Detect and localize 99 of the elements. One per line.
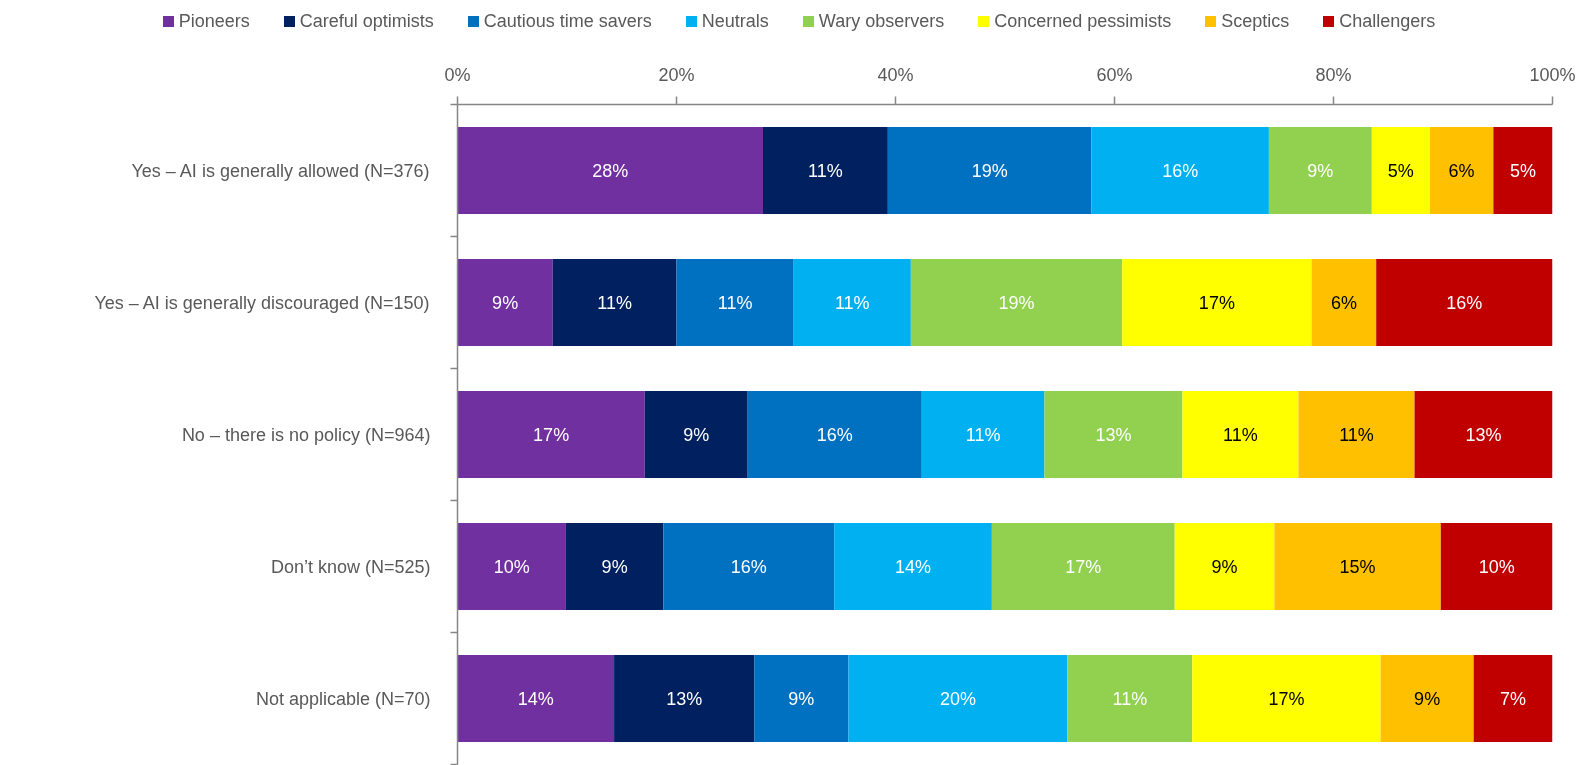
data-label: 16% xyxy=(816,424,853,445)
x-tick-label: 20% xyxy=(658,64,695,85)
legend-label: Wary observers xyxy=(818,10,945,34)
data-label: 6% xyxy=(1448,160,1475,181)
bar xyxy=(1192,654,1381,743)
x-tick-label: 100% xyxy=(1529,64,1576,85)
data-label: 11% xyxy=(834,292,870,313)
legend-label: Sceptics xyxy=(1221,10,1290,34)
y-tick-label: Yes – AI is generally allowed (N=376) xyxy=(131,160,430,181)
data-label: 9% xyxy=(492,292,519,313)
data-label: 20% xyxy=(939,688,976,709)
data-label: 13% xyxy=(1095,424,1132,445)
data-label: 11% xyxy=(1339,424,1374,445)
x-tick-label: 80% xyxy=(1315,64,1352,85)
data-label: 5% xyxy=(1509,160,1536,181)
bar xyxy=(991,522,1175,611)
data-label: 6% xyxy=(1330,292,1357,313)
y-tick-label: Yes – AI is generally discouraged (N=150) xyxy=(94,292,430,313)
bar xyxy=(1067,654,1193,743)
bar xyxy=(1122,258,1312,347)
bar xyxy=(676,258,794,347)
bar xyxy=(1473,654,1553,743)
bar xyxy=(1044,390,1183,479)
data-label: 11% xyxy=(965,424,1001,445)
legend-label: Pioneers xyxy=(178,10,250,34)
data-label: 19% xyxy=(998,292,1035,313)
bar xyxy=(793,258,911,347)
x-tick-label: 40% xyxy=(877,64,914,85)
bar xyxy=(1182,390,1299,479)
data-label: 13% xyxy=(666,688,703,709)
data-label: 11% xyxy=(1223,424,1258,445)
data-label: 9% xyxy=(1211,556,1238,577)
data-label: 10% xyxy=(493,556,530,577)
bar xyxy=(1376,258,1553,347)
bar xyxy=(457,390,645,479)
data-label: 14% xyxy=(517,688,554,709)
bar xyxy=(457,522,566,611)
data-label: 17% xyxy=(1268,688,1305,709)
data-label: 15% xyxy=(1339,556,1376,577)
bar xyxy=(1311,258,1377,347)
data-label: 9% xyxy=(788,688,815,709)
data-label: 16% xyxy=(1162,160,1199,181)
legend-label: Challengers xyxy=(1339,10,1436,34)
bar xyxy=(1414,390,1553,479)
x-tick-label: 0% xyxy=(444,64,471,85)
data-label: 11% xyxy=(717,292,753,313)
bar xyxy=(552,258,677,347)
data-label: 17% xyxy=(1065,556,1102,577)
bar xyxy=(1440,522,1553,611)
bar xyxy=(663,522,835,611)
data-label: 17% xyxy=(533,424,570,445)
data-label: 10% xyxy=(1478,556,1515,577)
data-label: 28% xyxy=(592,160,629,181)
bar xyxy=(763,126,888,215)
y-tick-label: Don’t know (N=525) xyxy=(270,556,431,577)
data-label: 11% xyxy=(597,292,632,313)
x-tick-label: 60% xyxy=(1096,64,1133,85)
bar xyxy=(1380,654,1474,743)
bar xyxy=(614,654,755,743)
legend-label: Neutrals xyxy=(701,10,769,34)
data-label: 14% xyxy=(895,556,932,577)
data-label: 9% xyxy=(1414,688,1441,709)
legend-label: Careful optimists xyxy=(299,10,434,34)
y-tick-label: No – there is no policy (N=964) xyxy=(181,424,431,445)
bar xyxy=(848,654,1068,743)
bar xyxy=(910,258,1123,347)
data-label: 11% xyxy=(808,160,843,181)
data-label: 11% xyxy=(1112,688,1148,709)
bar xyxy=(887,126,1092,215)
data-label: 9% xyxy=(1307,160,1334,181)
data-label: 16% xyxy=(1446,292,1483,313)
data-label: 7% xyxy=(1500,688,1527,709)
bar xyxy=(1268,126,1372,215)
data-label: 16% xyxy=(730,556,767,577)
bar xyxy=(1371,126,1430,215)
data-label: 19% xyxy=(971,160,1008,181)
legend-label: Concerned pessimists xyxy=(994,10,1172,34)
bar xyxy=(1493,126,1553,215)
data-label: 17% xyxy=(1198,292,1235,313)
bar xyxy=(457,258,553,347)
bar xyxy=(1174,522,1275,611)
bar xyxy=(457,654,615,743)
bar xyxy=(754,654,849,743)
bar xyxy=(1274,522,1441,611)
bar xyxy=(644,390,748,479)
data-label: 5% xyxy=(1387,160,1414,181)
bar xyxy=(1298,390,1415,479)
data-label: 13% xyxy=(1465,424,1502,445)
bar xyxy=(1429,126,1494,215)
y-tick-label: Not applicable (N=70) xyxy=(255,688,431,709)
bar xyxy=(1091,126,1269,215)
bar xyxy=(457,126,764,215)
bar xyxy=(921,390,1045,479)
bar xyxy=(565,522,664,611)
bar xyxy=(834,522,992,611)
legend-label: Cautious time savers xyxy=(483,10,652,34)
bar xyxy=(747,390,922,479)
data-label: 9% xyxy=(683,424,710,445)
data-label: 9% xyxy=(601,556,628,577)
